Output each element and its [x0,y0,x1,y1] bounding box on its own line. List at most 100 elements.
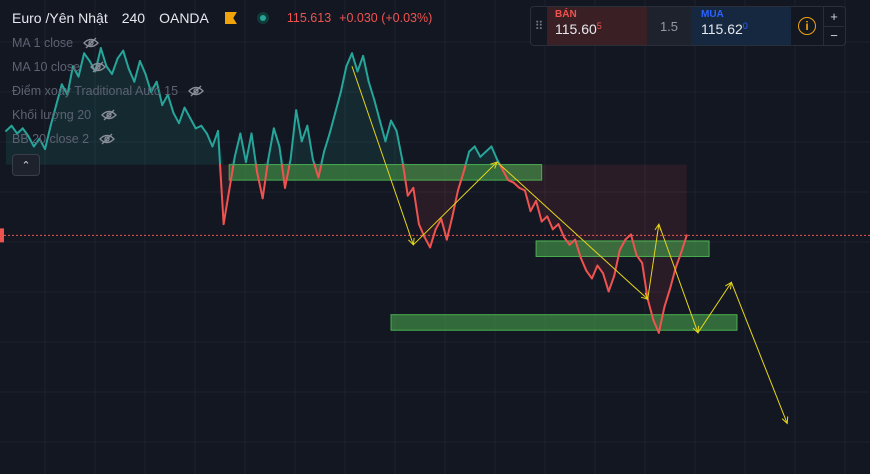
price-segment [144,73,153,94]
price-segment [49,104,58,127]
last-price: 115.613 [286,11,332,25]
price-segment [490,145,499,161]
zigzag-segment [697,282,732,334]
price-segment [641,261,649,301]
price-segment [239,132,247,163]
price-segment [646,298,655,321]
timeframe[interactable]: 240 [121,10,146,26]
price-segment [602,272,610,293]
flag-icon[interactable] [224,12,237,24]
collapse-legend-button[interactable]: ⌃ [12,154,40,176]
price-segment [300,124,309,143]
price-segment [222,189,231,226]
drag-handle-icon[interactable]: ⠿ [534,19,544,33]
price-segment [313,163,320,179]
price-segment [194,124,203,130]
indicator-label: MA 10 close [12,60,81,74]
indicator-row[interactable]: MA 10 close [12,60,107,74]
zigzag-segment [658,223,699,333]
price-segment [563,236,571,246]
eye-hidden-icon[interactable] [101,109,118,121]
price-segment [378,119,387,143]
price-segment [356,54,365,73]
price-segment [71,65,80,78]
price-segment [16,127,24,135]
indicator-label: MA 1 close [12,36,74,50]
price-segment [518,186,526,192]
price-segment [546,215,554,231]
price-segment [254,163,259,174]
eye-hidden-icon[interactable] [83,37,100,49]
price-segment [133,60,141,83]
buy-price: 115.620 [701,21,791,37]
price-segment [334,91,342,114]
price-segment [284,163,291,189]
eye-hidden-icon[interactable] [90,61,107,73]
buy-price-main: 115.62 [701,21,743,37]
zigzag-arrowhead [725,281,733,290]
price-segment [350,52,359,73]
price-segment [535,199,543,223]
price-segment [624,233,632,241]
price-segment [280,163,286,189]
buy-button[interactable]: MUA 115.620 [691,7,791,45]
price-segment [83,52,91,63]
price-segment [445,215,454,241]
buy-price-pip: 0 [742,21,748,31]
exchange[interactable]: OANDA [159,10,209,26]
price-change: +0.030 (+0.03%) [339,11,433,25]
price-segment [27,135,35,148]
indicator-row[interactable]: Điểm xoay Traditional Auto 15 [12,84,204,98]
sell-price-pip: 5 [596,21,602,31]
symbol-name[interactable]: Euro /Yên Nhật [12,10,108,26]
price-segment [38,137,47,151]
price-segment [320,150,326,166]
support-resistance-zones [228,164,738,331]
indicator-label: Điểm xoay Traditional Auto 15 [12,84,179,98]
indicator-row[interactable]: BB 20 close 2 [12,132,116,146]
indicator-row[interactable]: Khối lượng 20 [12,108,118,122]
price-segment [60,83,69,96]
price-segment [434,217,443,231]
eye-hidden-icon[interactable] [188,85,204,97]
area-fills [6,48,687,333]
zigzag-arrowhead [781,416,789,425]
price-series [5,47,688,334]
price-segment [618,238,627,251]
price-segment [663,287,672,308]
price-segment [429,228,437,249]
price-segment [629,233,638,257]
price-segment [484,145,493,153]
price-segment [272,127,281,148]
eye-hidden-icon[interactable] [99,133,116,145]
price-segment [473,145,482,158]
info-button[interactable]: i [791,7,823,45]
indicator-row[interactable]: MA 1 close [12,36,100,50]
indicator-label: Khối lượng 20 [12,108,92,122]
price-segment [401,163,409,197]
price-segment [456,171,465,192]
price-segment [111,57,119,75]
plus-button[interactable]: + [824,7,844,27]
price-segment [373,98,381,122]
price-segment [233,132,242,158]
price-segment [412,186,420,226]
price-segment [464,150,471,166]
price-segment [267,127,275,161]
price-segment [217,129,222,166]
price-segment [657,305,666,334]
sell-price-main: 115.60 [555,21,597,37]
price-segment [479,150,487,158]
price-segment [680,234,688,254]
price-segment [529,199,538,213]
price-segment [323,132,331,153]
minus-button[interactable]: − [830,28,838,44]
market-status-icon[interactable] [256,12,269,24]
price-segment [568,238,577,246]
sell-button[interactable]: BÁN 115.605 [547,7,647,45]
trade-panel: ⠿ BÁN 115.605 1.5 MUA 115.620 i + − [530,6,846,46]
price-segment [395,129,404,161]
price-segment [21,127,30,138]
price-segment [585,269,593,280]
